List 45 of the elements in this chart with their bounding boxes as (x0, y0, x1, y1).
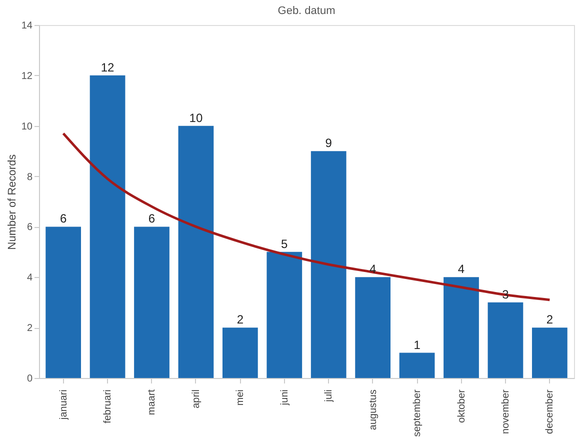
data-label: 1 (414, 338, 421, 352)
bar (310, 151, 346, 378)
x-tick-label: november (500, 388, 512, 434)
x-tick-label: maart (146, 389, 158, 416)
bar (532, 328, 568, 378)
bar (134, 226, 170, 378)
y-tick-label: 6 (26, 222, 33, 234)
data-label: 4 (458, 262, 465, 276)
chart-title: Geb. datum (278, 5, 336, 17)
y-tick-label: 4 (26, 272, 33, 284)
bar (222, 328, 258, 378)
bar (266, 252, 302, 378)
x-tick-label: juli (324, 390, 335, 403)
x-tick-label: januari (58, 390, 70, 421)
bar (355, 277, 391, 378)
x-tick-label: mei (235, 390, 246, 406)
data-label: 6 (148, 212, 156, 226)
x-tick-label: augustus (368, 390, 379, 430)
data-label: 12 (100, 60, 115, 74)
y-tick-label: 2 (26, 323, 33, 334)
bar (46, 226, 82, 378)
x-tick-label: oktober (456, 388, 468, 423)
y-tick-label: 10 (21, 121, 33, 132)
x-tick-label: september (412, 388, 424, 437)
data-label: 5 (281, 236, 288, 251)
data-label: 9 (325, 136, 332, 150)
data-label: 2 (236, 312, 244, 327)
bar (488, 302, 524, 378)
data-label: 2 (546, 312, 554, 327)
y-axis-title: Number of Records (6, 154, 18, 250)
x-tick-label: februari (102, 390, 114, 424)
line-series (62, 132, 551, 302)
data-label: 10 (189, 110, 203, 125)
x-tick-label: december (544, 388, 556, 434)
y-tick-label: 14 (21, 20, 33, 32)
x-tick-label: april (190, 390, 202, 408)
y-tick-label: 8 (26, 172, 33, 183)
bar (90, 75, 126, 378)
y-tick-label: 0 (26, 374, 33, 384)
bar (178, 126, 214, 378)
x-tick-label: juni (279, 390, 290, 406)
y-tick-label: 12 (21, 70, 33, 82)
data-label: 6 (60, 212, 67, 226)
bar (444, 277, 479, 378)
bar (399, 352, 435, 378)
